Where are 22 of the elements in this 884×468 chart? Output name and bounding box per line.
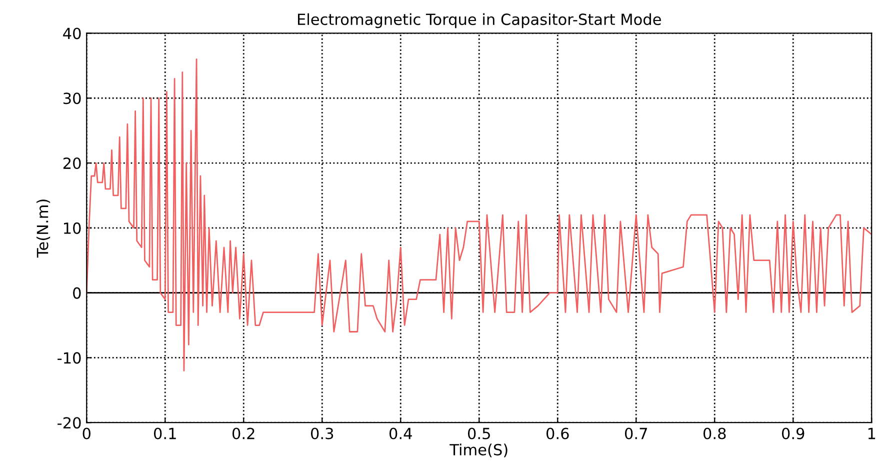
x-tick-label: 0.7 <box>624 428 647 440</box>
y-tick-label: 30 <box>63 92 81 104</box>
x-tick-label: 0.6 <box>546 428 569 440</box>
y-tick-label: -20 <box>58 417 81 429</box>
y-tick-label: 10 <box>64 222 81 234</box>
y-tick-label: -10 <box>58 352 81 364</box>
x-tick-label: 0.2 <box>232 428 254 440</box>
chart-title: Electromagnetic Torque in Capasitor-Start Mode <box>298 13 661 28</box>
line-series <box>86 58 872 372</box>
y-tick-label: 40 <box>63 28 81 40</box>
x-tick-label: 0.3 <box>310 428 334 440</box>
x-tick-label: 1 <box>868 428 876 440</box>
x-tick-label: 0 <box>82 428 90 440</box>
x-tick-label: 0.5 <box>468 428 490 440</box>
x-tick-label: 0.4 <box>389 428 412 440</box>
y-axis-title: Te(N.m) <box>36 200 50 258</box>
x-tick-label: 0.9 <box>782 428 804 440</box>
x-tick-label: 0.1 <box>154 428 176 440</box>
x-axis-title: Time(S) <box>450 444 508 458</box>
y-tick-label: 0 <box>73 287 81 299</box>
x-tick-label: 0.8 <box>703 428 726 440</box>
y-tick-label: 20 <box>63 157 81 170</box>
